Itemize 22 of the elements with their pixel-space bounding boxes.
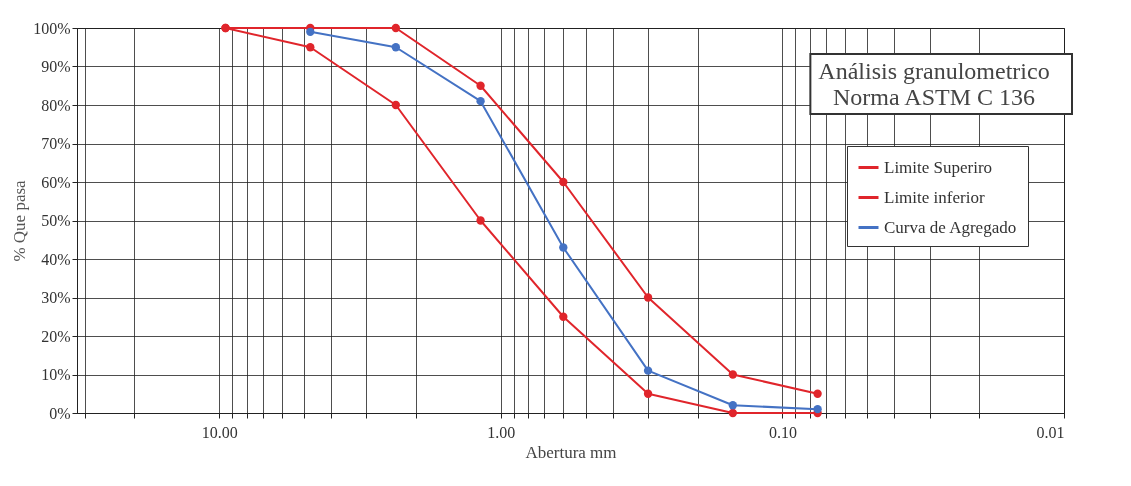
legend-label: Limite Superiro: [884, 157, 993, 177]
y-tick-label: 0%: [49, 404, 71, 422]
y-tick-label: 10%: [41, 366, 71, 383]
legend-label: Curva de Agregado: [884, 217, 1017, 237]
y-tick-label: 20%: [41, 327, 71, 345]
y-tick-label: 90%: [41, 58, 71, 75]
x-tick-label: 10.00: [201, 423, 238, 441]
x-tick-label: 1.00: [487, 423, 516, 441]
y-tick-label: 80%: [41, 96, 71, 114]
y-tick-label: 30%: [41, 289, 71, 306]
x-tick-label: 0.01: [1036, 423, 1065, 441]
y-tick-label: 70%: [41, 135, 71, 152]
y-tick-label: 40%: [41, 250, 71, 268]
text: Norma ASTM C 136: [832, 84, 1036, 110]
y-axis-title: % Que pasa: [10, 179, 30, 262]
y-tick-label: 100%: [33, 19, 71, 37]
x-tick-label: 0.10: [768, 423, 797, 441]
legend-label: Limite inferior: [884, 187, 985, 207]
x-axis-title: Abertura mm: [525, 442, 617, 462]
y-tick-label: 60%: [41, 173, 71, 191]
y-tick-label: 50%: [41, 212, 71, 229]
text: Análisis granulometrico: [818, 58, 1050, 84]
